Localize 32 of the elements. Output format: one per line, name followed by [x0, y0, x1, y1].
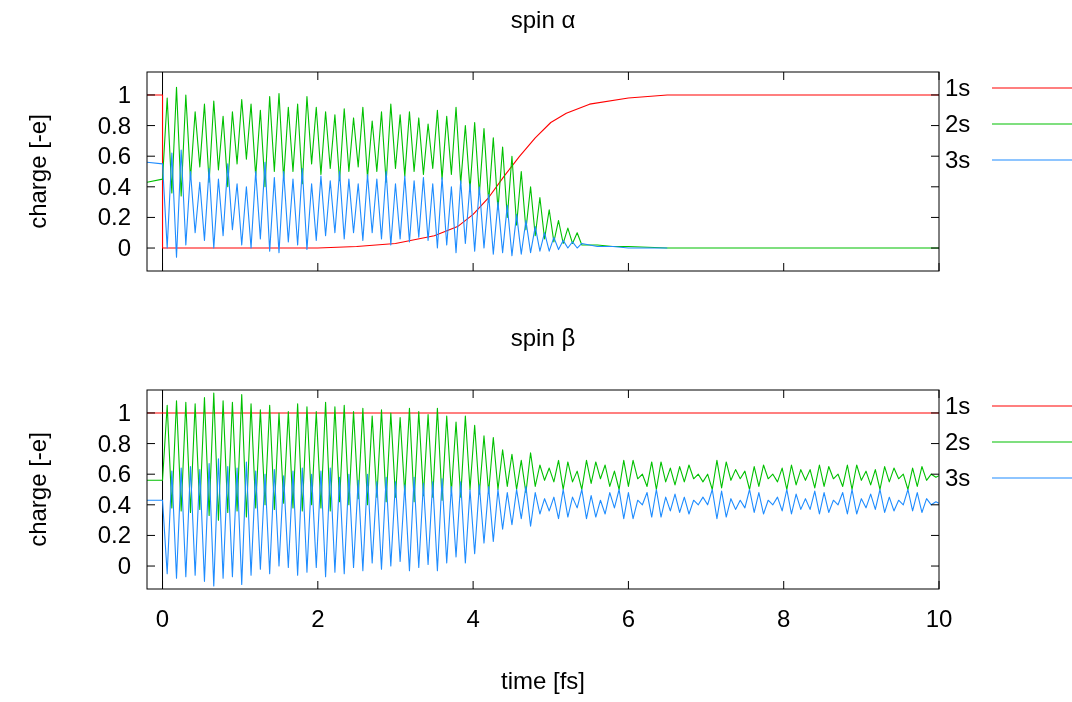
series-label: 2s — [945, 428, 971, 455]
chart-title: spin β — [510, 324, 576, 351]
y-tick-label: 0 — [117, 552, 131, 580]
y-tick-label: 0.6 — [97, 142, 131, 170]
y-tick-label: 0.4 — [97, 172, 131, 200]
line-series — [147, 149, 668, 258]
series-label: 1s — [945, 74, 971, 101]
x-tick-label: 2 — [311, 605, 325, 632]
y-tick-label: 0.2 — [97, 521, 131, 549]
y-axis-title: charge [-e] — [24, 432, 51, 547]
y-axis-title: charge [-e] — [24, 114, 51, 229]
x-tick-label: 0 — [155, 605, 170, 632]
chart-title: spin α — [510, 6, 576, 33]
x-tick-label: 10 — [925, 605, 953, 632]
y-tick-label: 0.8 — [97, 111, 131, 139]
y-tick-label: 0.8 — [97, 429, 131, 457]
text: 3s — [945, 146, 971, 173]
y-tick-label: 0.2 — [97, 203, 131, 231]
line-series — [147, 458, 939, 587]
y-tick-label: 0.6 — [97, 460, 131, 488]
x-tick-label: 6 — [621, 605, 636, 632]
x-tick-label: 8 — [777, 605, 791, 632]
series-label: 3s — [945, 464, 971, 491]
x-tick-label: 4 — [466, 605, 480, 632]
series-label: 1s — [945, 392, 971, 419]
y-tick-label: 1 — [117, 398, 131, 426]
y-tick-label: 0 — [117, 234, 131, 262]
y-tick-label: 1 — [117, 80, 131, 108]
y-tick-label: 0.4 — [97, 490, 131, 518]
line-series — [147, 392, 939, 521]
x-axis-title: time [fs] — [500, 667, 586, 694]
text: 2s — [945, 110, 971, 137]
